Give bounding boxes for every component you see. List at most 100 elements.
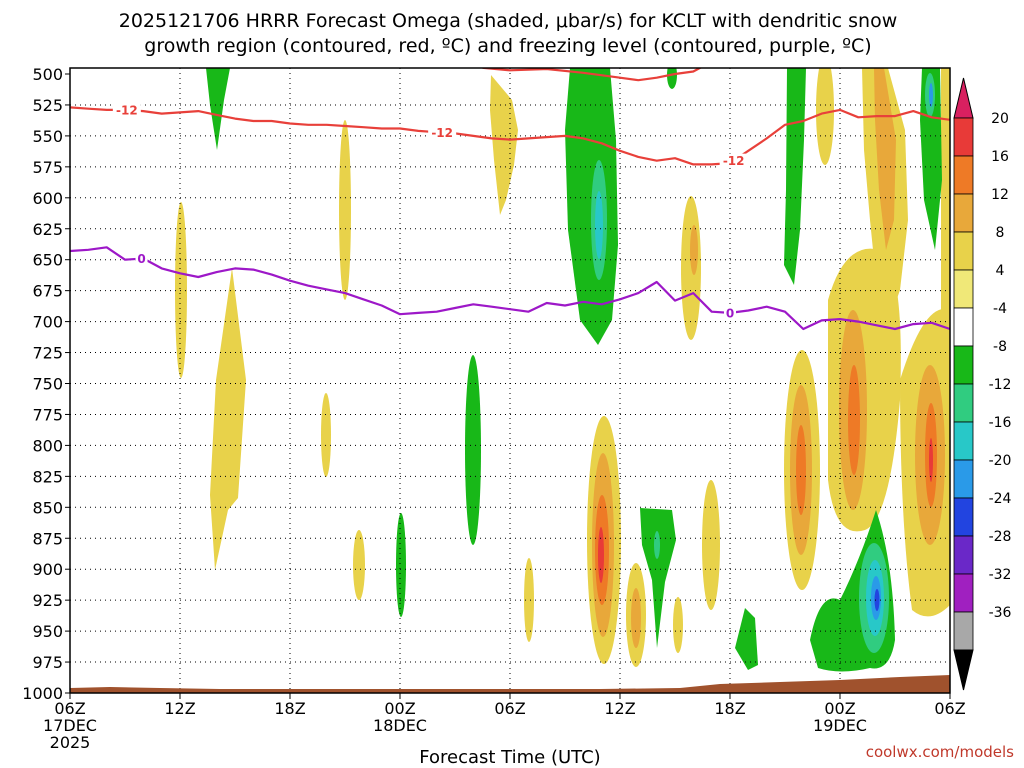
credit-text: coolwx.com/models <box>866 743 1014 761</box>
colorbar-label: 4 <box>996 263 1005 279</box>
colorbar-segment <box>953 117 974 157</box>
omega-neg-area <box>784 68 806 285</box>
colorbar-segment <box>953 573 974 613</box>
x-tick-date-label: 17DEC <box>43 716 97 735</box>
colorbar-label: -12 <box>989 377 1012 393</box>
colorbar-top-triangle <box>953 77 974 119</box>
y-tick-label: 900 <box>32 560 63 579</box>
colorbar-label: -24 <box>989 491 1012 507</box>
omega-pos-area <box>816 68 834 165</box>
colorbar-label: -36 <box>989 605 1012 621</box>
y-tick-label: 725 <box>32 344 63 363</box>
omega-pos-area <box>339 120 351 300</box>
colorbar-segment <box>953 611 974 651</box>
colorbar-label: -16 <box>989 415 1012 431</box>
omega-neg-area <box>206 68 230 150</box>
omega-pos-area <box>524 558 534 642</box>
x-tick-label: 06Z <box>54 699 85 718</box>
y-tick-label: 750 <box>32 375 63 394</box>
contour-label-bg <box>719 153 748 168</box>
omega-neg-area <box>396 513 406 617</box>
colorbar-label: 20 <box>991 111 1009 127</box>
omega-pos-area <box>673 597 683 653</box>
y-tick-label: 525 <box>32 96 63 115</box>
y-tick-label: 575 <box>32 158 63 177</box>
omega-neg-area <box>465 355 481 545</box>
omega-pos-area <box>490 75 518 215</box>
omega-neg-area <box>595 191 603 259</box>
colorbar-label: -8 <box>993 339 1007 355</box>
grid-lines <box>70 68 950 693</box>
colorbar-segment <box>953 231 974 271</box>
colorbar-label: -4 <box>993 301 1007 317</box>
y-tick-label: 800 <box>32 436 63 455</box>
omega-pos-area <box>848 365 860 475</box>
colorbar: 20 16 12 8 4 -4 -8 -12 -16 -20 -24 -28 -32 -36 <box>953 77 1012 691</box>
contour-label-bg <box>135 251 148 266</box>
contour-label: -12 <box>116 104 138 118</box>
omega-pos-area <box>681 196 701 340</box>
colorbar-segment <box>953 155 974 195</box>
contour-label-bg <box>112 103 141 118</box>
colorbar-segment <box>953 421 974 461</box>
omega-shaded-field <box>175 68 950 672</box>
x-tick-label: 18Z <box>274 699 305 718</box>
omega-pos-area <box>598 527 604 583</box>
omega-pos-area <box>929 438 933 482</box>
x-tick-date-label: 19DEC <box>813 716 867 735</box>
x-axis-label: Forecast Time (UTC) <box>419 747 600 768</box>
contour-label-bg <box>724 305 736 320</box>
y-tick-label: 550 <box>32 127 63 146</box>
contour-label: -12 <box>723 154 745 168</box>
omega-pos-area <box>321 393 331 477</box>
omega-pos-area <box>941 68 950 388</box>
contour-line-dendritic-12C-top <box>482 68 703 82</box>
omega-pos-area <box>175 202 187 378</box>
omega-neg-area <box>929 83 933 107</box>
x-tick-label: 06Z <box>934 699 965 718</box>
y-tick-label: 500 <box>32 65 63 84</box>
omega-pos-area <box>210 268 246 570</box>
x-tick-year-label: 2025 <box>50 733 91 752</box>
omega-pos-area <box>353 530 365 600</box>
x-tick-label: 12Z <box>604 699 635 718</box>
x-tick-label: 18Z <box>714 699 745 718</box>
y-tick-label: 850 <box>32 498 63 517</box>
y-tick-label: 1000 <box>22 684 63 703</box>
y-tick-label: 675 <box>32 282 63 301</box>
colorbar-segment <box>953 193 974 233</box>
contour-label: 0 <box>726 306 734 320</box>
x-tick-label: 12Z <box>164 699 195 718</box>
chart-title-line1: 2025121706 HRRR Forecast Omega (shaded, … <box>119 10 898 32</box>
colorbar-label: 8 <box>996 225 1005 241</box>
x-tick-label: 00Z <box>384 699 415 718</box>
contour-line-dendritic-12C <box>70 106 950 166</box>
colorbar-bottom-triangle <box>953 649 974 691</box>
omega-pos-area <box>874 68 896 250</box>
omega-pos-area <box>690 225 698 275</box>
colorbar-label: -20 <box>989 453 1012 469</box>
omega-neg-area <box>654 531 660 559</box>
colorbar-label: -32 <box>989 567 1012 583</box>
omega-pos-area <box>796 425 806 515</box>
colorbar-segment <box>953 535 974 575</box>
colorbar-segment <box>953 459 974 499</box>
y-tick-label: 975 <box>32 653 63 672</box>
y-tick-label: 950 <box>32 622 63 641</box>
colorbar-label: 12 <box>991 187 1009 203</box>
contour-label: 0 <box>137 252 145 266</box>
x-tick-date-label: 18DEC <box>373 716 427 735</box>
omega-neg-area <box>874 589 880 611</box>
omega-neg-area <box>735 608 758 670</box>
y-axis-pressure: 500 525 550 575 600 625 650 675 700 725 750 775 800 8… <box>22 65 70 703</box>
colorbar-segment <box>953 497 974 537</box>
colorbar-label: -28 <box>989 529 1012 545</box>
omega-pos-area <box>702 480 720 610</box>
x-tick-label: 00Z <box>824 699 855 718</box>
colorbar-segment <box>953 345 974 385</box>
contour-line-freezing-0C <box>70 246 950 331</box>
y-tick-label: 650 <box>32 251 63 270</box>
y-tick-label: 925 <box>32 591 63 610</box>
